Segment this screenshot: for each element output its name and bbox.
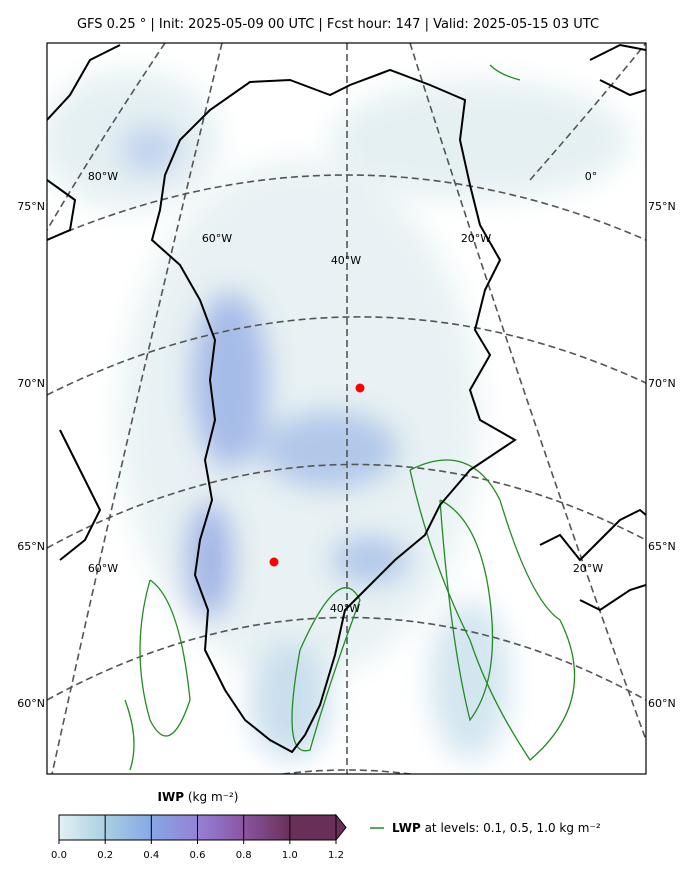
lat-label: 70°N bbox=[648, 377, 676, 390]
colorbar-tick-label: 0.6 bbox=[190, 850, 206, 861]
lat-label: 60°N bbox=[17, 697, 45, 710]
lwp-contours bbox=[124, 64, 576, 771]
station-marker bbox=[355, 383, 365, 393]
colorbar-name: IWP bbox=[158, 790, 185, 804]
lon-label: 40°W bbox=[330, 602, 360, 615]
lat-label: 65°N bbox=[17, 540, 45, 553]
colorbar-segment bbox=[151, 815, 198, 840]
colorbar-tick-label: 0.2 bbox=[97, 850, 113, 861]
graticule bbox=[47, 43, 646, 774]
lon-label: 0° bbox=[585, 170, 598, 183]
colorbar-units: (kg m⁻²) bbox=[188, 790, 239, 804]
lon-label: 40°W bbox=[331, 254, 361, 267]
legend-text: at levels: 0.1, 0.5, 1.0 kg m⁻² bbox=[425, 821, 601, 835]
legend-label: LWP at levels: 0.1, 0.5, 1.0 kg m⁻² bbox=[392, 821, 601, 835]
colorbar-segment bbox=[243, 815, 291, 840]
colorbar-segment bbox=[289, 815, 337, 840]
lat-label: 70°N bbox=[17, 377, 45, 390]
lon-label: 60°W bbox=[202, 232, 232, 245]
map-area bbox=[47, 43, 646, 774]
colorbar-tick-label: 1.0 bbox=[282, 850, 298, 861]
colorbar-segment bbox=[105, 815, 152, 840]
colorbar-tick-label: 0.4 bbox=[143, 850, 159, 861]
colorbar-tick-label: 0.0 bbox=[51, 850, 67, 861]
map-frame bbox=[46, 42, 647, 775]
colorbar-segment bbox=[197, 815, 245, 840]
legend-name: LWP bbox=[392, 821, 421, 835]
iwp-field bbox=[47, 70, 630, 760]
colorbar-title: IWP (kg m⁻²) bbox=[158, 790, 239, 804]
lon-label: 60°W bbox=[88, 562, 118, 575]
lon-label: 20°W bbox=[461, 232, 491, 245]
title: GFS 0.25 ° | Init: 2025-05-09 00 UTC | F… bbox=[77, 17, 599, 32]
coastline bbox=[47, 43, 646, 754]
colorbar-segment bbox=[59, 815, 106, 840]
station-marker bbox=[269, 557, 279, 567]
colorbar-extend bbox=[335, 813, 347, 842]
colorbar-tick-label: 1.2 bbox=[328, 850, 344, 861]
lat-label: 65°N bbox=[648, 540, 676, 553]
lat-label: 75°N bbox=[648, 200, 676, 213]
lat-label: 75°N bbox=[17, 200, 45, 213]
lon-label: 80°W bbox=[88, 170, 118, 183]
lat-label: 60°N bbox=[648, 697, 676, 710]
colorbar-tick-label: 0.8 bbox=[236, 850, 252, 861]
lon-label: 20°W bbox=[573, 562, 603, 575]
